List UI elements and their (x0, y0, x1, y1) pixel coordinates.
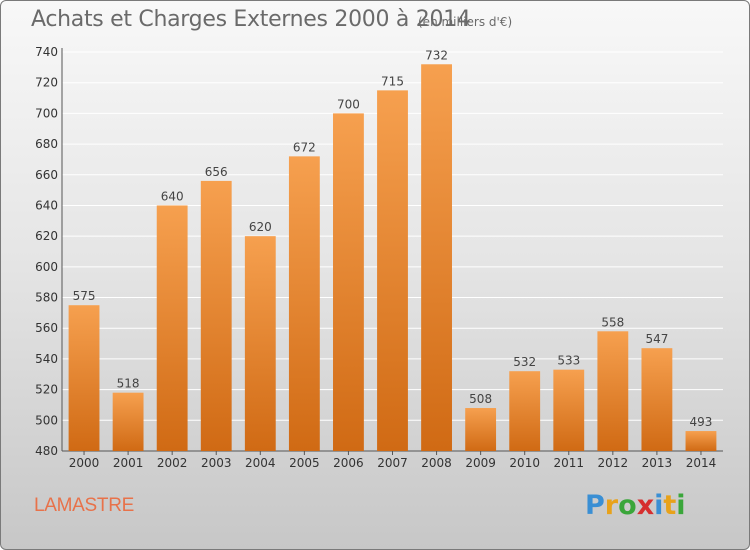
y-tick-label: 660 (35, 168, 58, 182)
x-tick-label: 2014 (686, 456, 717, 470)
bar (465, 408, 497, 451)
bar-value-label: 547 (645, 332, 668, 346)
bar (200, 180, 232, 451)
x-tick-label: 2003 (201, 456, 232, 470)
bar-value-label: 533 (557, 354, 580, 368)
y-tick-label: 600 (35, 260, 58, 274)
x-tick-label: 2013 (642, 456, 673, 470)
y-tick-labels: 480 500 520 540 560 580 600 620 640 660 680 700 720 7… (35, 45, 58, 458)
bar-value-label: 508 (469, 392, 492, 406)
y-tick-label: 520 (35, 383, 58, 397)
logo-letter: t (663, 490, 677, 521)
x-tick-labels: 2000 2001 2002 2003 2004 2005 2006 2007 2008 2009… (69, 456, 716, 470)
y-tick-label: 480 (35, 444, 58, 458)
y-tick-label: 680 (35, 137, 58, 151)
y-tick-label: 620 (35, 229, 58, 243)
commune-name: LAMASTRE (34, 495, 135, 516)
x-tick-label: 2005 (289, 456, 320, 470)
x-tick-label: 2004 (245, 456, 276, 470)
data-labels: 575 518 640 656 620 672 700 715 732 508 532 533 558 5… (73, 48, 713, 429)
y-tick-label: 700 (35, 106, 58, 120)
bar (509, 371, 541, 451)
x-tick-label: 2006 (333, 456, 364, 470)
bar (333, 113, 364, 451)
x-tick-label: 2012 (598, 456, 629, 470)
logo-letter: o (618, 490, 637, 521)
bars (68, 64, 717, 452)
bar (244, 236, 276, 451)
bar-value-label: 620 (249, 220, 272, 234)
bar-value-label: 575 (73, 289, 96, 303)
bar-value-label: 640 (161, 189, 184, 203)
logo-letter: i (654, 490, 664, 521)
y-tick-label: 740 (35, 45, 58, 59)
y-tick-label: 580 (35, 291, 58, 305)
y-tick-label: 720 (35, 76, 58, 90)
y-tick-label: 500 (35, 413, 58, 427)
x-tick-label: 2009 (465, 456, 496, 470)
bar-value-label: 672 (293, 140, 316, 154)
bar-value-label: 558 (601, 315, 624, 329)
bar-value-label: 700 (337, 97, 360, 111)
logo-letter: r (604, 490, 619, 521)
bar (553, 369, 585, 451)
bar (288, 156, 320, 451)
logo-letter: P (585, 490, 605, 521)
bar-value-label: 656 (205, 165, 228, 179)
x-tick-label: 2010 (509, 456, 540, 470)
bar-value-label: 732 (425, 48, 448, 62)
x-tick-label: 2008 (421, 456, 452, 470)
x-tick-label: 2000 (69, 456, 100, 470)
bar (421, 64, 452, 452)
x-tick-label: 2002 (157, 456, 188, 470)
y-tick-label: 560 (35, 321, 58, 335)
bar-value-label: 518 (117, 377, 140, 391)
x-tick-label: 2011 (553, 456, 584, 470)
bar-value-label: 532 (513, 355, 536, 369)
bar (597, 331, 629, 451)
x-tick-label: 2001 (113, 456, 144, 470)
logo-letter: x (636, 490, 655, 521)
bar-value-label: 715 (381, 74, 404, 88)
bar (68, 305, 100, 451)
y-tick-label: 540 (35, 352, 58, 366)
bar (112, 392, 144, 451)
bar (156, 205, 188, 451)
proxiti-logo: Proxiti (585, 490, 686, 521)
bar (641, 348, 673, 451)
bar (377, 90, 408, 451)
bar (685, 431, 717, 451)
x-tick-label: 2007 (377, 456, 408, 470)
chart-title: Achats et Charges Externes 2000 à 2014 (31, 7, 471, 32)
logo-letter: i (676, 490, 686, 521)
y-tick-label: 640 (35, 198, 58, 212)
chart-unit: (en milliers d'€) (418, 15, 513, 29)
bar-value-label: 493 (690, 415, 713, 429)
